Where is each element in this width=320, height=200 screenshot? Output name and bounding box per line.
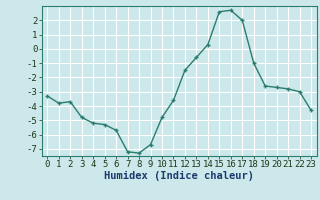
X-axis label: Humidex (Indice chaleur): Humidex (Indice chaleur) [104,171,254,181]
